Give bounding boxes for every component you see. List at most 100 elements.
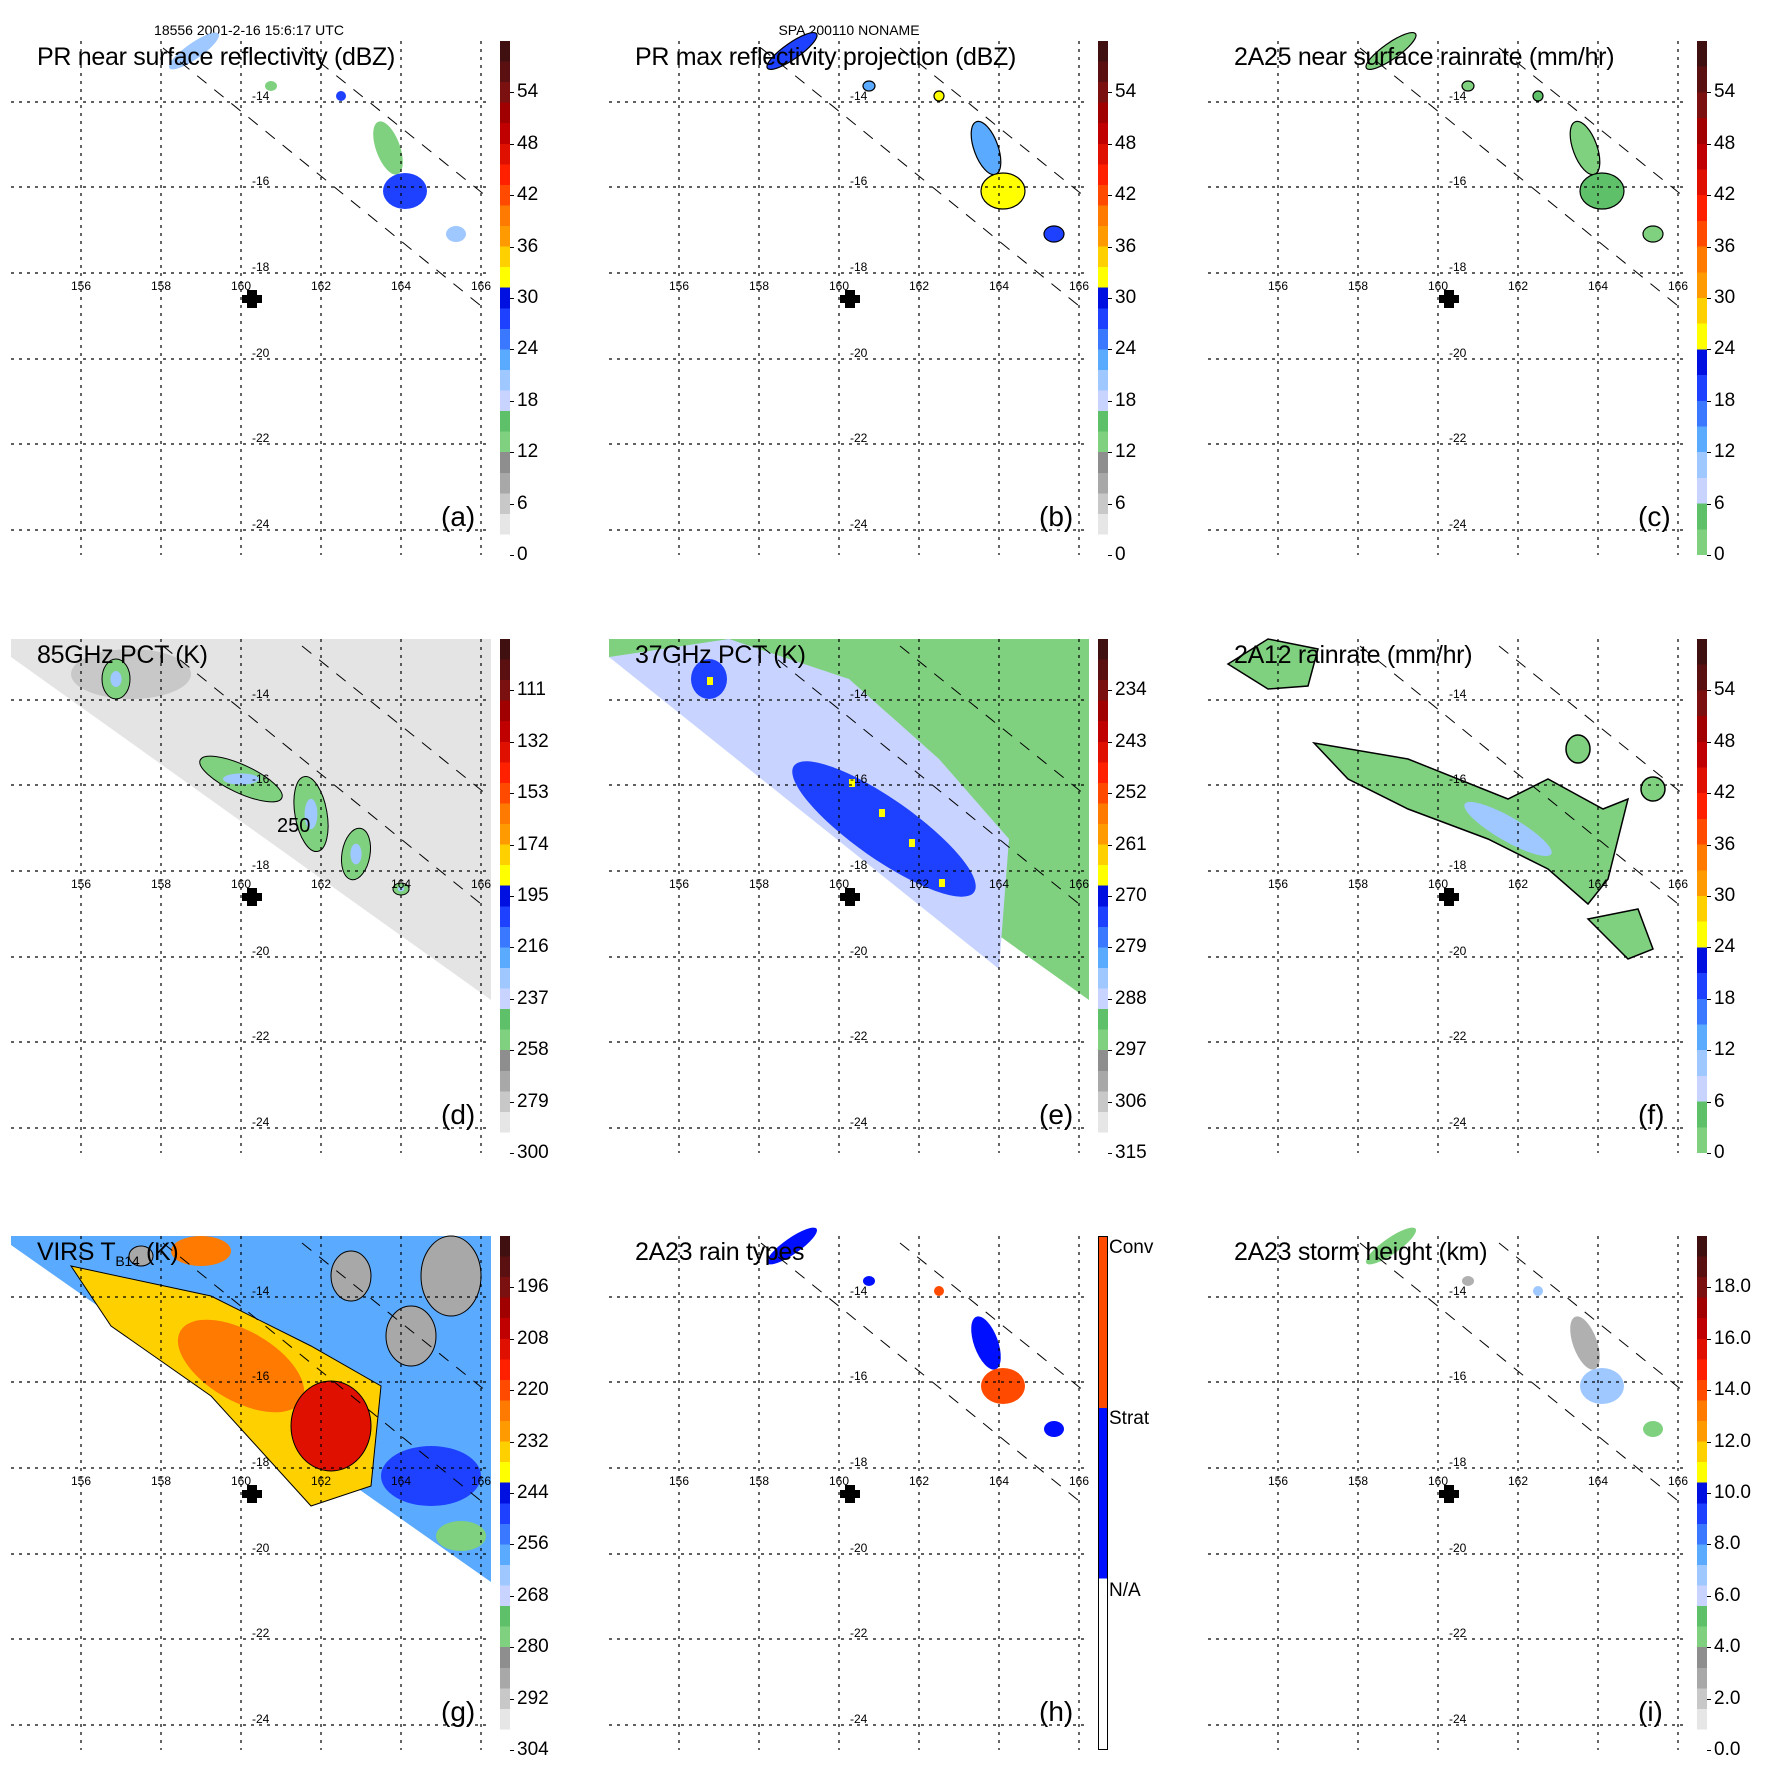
colorbar-tick — [1108, 503, 1112, 505]
colorbar-tick-label: 279 — [517, 1090, 549, 1112]
latitude-label: -22 — [1449, 431, 1467, 445]
colorbar-tick — [510, 1287, 514, 1289]
colorbar-tick — [510, 844, 514, 846]
colorbar-tick — [1707, 1390, 1711, 1392]
colorbar-tick — [1707, 1050, 1711, 1052]
precip-echo — [169, 32, 219, 70]
panel-letter: (b) — [1039, 501, 1074, 532]
colorbar-tick-label: 0 — [1115, 544, 1126, 565]
panel-title: PR max reflectivity projection (dBZ) — [635, 43, 1016, 72]
ir-coldest-cloud — [290, 1380, 372, 1472]
colorbar-tick — [1707, 741, 1711, 743]
colorbar-tick-label: 36 — [1714, 833, 1736, 855]
latitude-label: -16 — [1449, 1369, 1467, 1383]
swath-edge-lower — [162, 645, 487, 909]
rain-area — [1311, 741, 1630, 906]
precip-echo — [981, 1368, 1025, 1404]
latitude-label: -24 — [252, 1712, 270, 1726]
longitude-label: 160 — [1428, 877, 1448, 891]
latitude-label: -16 — [850, 772, 868, 786]
latitude-label: -14 — [850, 687, 868, 701]
panel-letter: (d) — [441, 1099, 476, 1130]
colorbar-tick — [1707, 1647, 1711, 1649]
colorbar-tick-label: 54 — [1115, 81, 1137, 103]
swath-edge-upper — [301, 47, 487, 197]
precip-echo — [1365, 31, 1417, 71]
colorbar-tick — [1108, 555, 1112, 556]
rain-area — [1565, 734, 1591, 764]
colorbar — [1098, 1236, 1108, 1750]
colorbar-tick-label: 12 — [517, 441, 539, 463]
longitude-label: 164 — [1588, 877, 1608, 891]
longitude-label: 166 — [471, 279, 491, 293]
longitude-label: 160 — [231, 279, 251, 293]
map-panel-a: 156 158 160 162 164 166 -14 -16 -18 -20 -22 -24 PR n… — [11, 32, 571, 565]
precip-echo — [1580, 1368, 1624, 1404]
longitude-label: 162 — [1508, 1474, 1528, 1488]
colorbar-tick-label: 8.0 — [1714, 1533, 1741, 1555]
pct85-swath — [11, 639, 491, 1000]
panel-title-suffix: (K) — [139, 1238, 179, 1266]
colorbar-tick — [1108, 400, 1112, 402]
data-field — [11, 1235, 491, 1582]
latitude-label: -18 — [252, 1455, 270, 1469]
colorbar-tick — [510, 400, 514, 402]
storm-center-cross-icon — [840, 290, 860, 308]
colorbar-tick-label: 292 — [517, 1687, 549, 1709]
colorbar-tick — [510, 452, 514, 454]
colorbar-tick-label: 36 — [1115, 235, 1137, 257]
colorbar-tick — [1707, 896, 1711, 897]
longitude-label: 160 — [231, 877, 251, 891]
colorbar-tick-label: 54 — [1714, 81, 1736, 103]
colorbar-tick-label: 18 — [1714, 389, 1736, 411]
latitude-label: -16 — [252, 1369, 270, 1383]
colorbar-tick-label: 304 — [517, 1739, 549, 1760]
colorbar-tick — [1108, 793, 1112, 795]
precip-echo — [1643, 1421, 1663, 1437]
latitude-label: -24 — [1449, 1115, 1467, 1129]
longitude-label: 164 — [391, 279, 411, 293]
colorbar-tick-label: 258 — [517, 1039, 549, 1061]
colorbar-tick-label: 280 — [517, 1636, 549, 1658]
precip-echo — [1532, 90, 1544, 102]
latitude-label: -18 — [850, 260, 868, 274]
panel-title: 2A23 rain types — [635, 1238, 805, 1267]
panel-title: 2A23 storm height (km) — [1234, 1238, 1488, 1267]
latitude-label: -14 — [1449, 89, 1467, 103]
longitude-label: 156 — [71, 279, 91, 293]
colorbar-tick-label: 4.0 — [1714, 1636, 1741, 1658]
colorbar-tick — [1707, 1544, 1711, 1546]
latitude-label: -20 — [1449, 346, 1467, 360]
storm-center-cross-icon — [1439, 1485, 1459, 1503]
longitude-label: 166 — [1668, 279, 1688, 293]
colorbar-tick-label: 48 — [1115, 132, 1137, 154]
colorbar-tick — [510, 1595, 514, 1597]
colorbar-tick-label: 42 — [1714, 782, 1736, 804]
latitude-label: -18 — [252, 260, 270, 274]
longitude-label: 164 — [391, 877, 411, 891]
data-field — [1366, 1227, 1663, 1437]
swath-edge-lower — [760, 47, 1085, 311]
colorbar-tick-label: 24 — [1714, 338, 1736, 360]
latitude-label: -20 — [850, 346, 868, 360]
rain-area — [1640, 776, 1666, 802]
swath-edge-upper — [301, 645, 487, 795]
longitude-label: 160 — [1428, 1474, 1448, 1488]
colorbar-tick — [510, 1153, 514, 1154]
precip-echo — [1462, 1276, 1474, 1286]
colorbar — [1098, 41, 1108, 555]
map-plot: 156 158 160 162 164 166 -14 -16 -18 -20 -22 -24 — [11, 1235, 491, 1750]
latitude-label: -18 — [1449, 858, 1467, 872]
ir-warm-patch — [330, 1250, 372, 1302]
precip-echo — [980, 172, 1026, 210]
precip-echo — [1366, 1227, 1416, 1265]
colorbar-tick-label: 48 — [517, 132, 539, 154]
ir-warm-patch — [128, 1245, 154, 1267]
map-panel-c: 156 158 160 162 164 166 -14 -16 -18 -20 -22 -24 2A25… — [1208, 31, 1768, 565]
map-panel-g: 156 158 160 162 164 166 -14 -16 -18 -20 -22 -24 VIRS… — [11, 1235, 571, 1760]
colorbar-tick-label: 18 — [1115, 389, 1137, 411]
colorbar-tick — [1108, 1050, 1112, 1052]
latitude-label: -24 — [850, 1115, 868, 1129]
storm-center-cross-icon — [840, 1485, 860, 1503]
precip-echo — [1533, 1286, 1543, 1296]
